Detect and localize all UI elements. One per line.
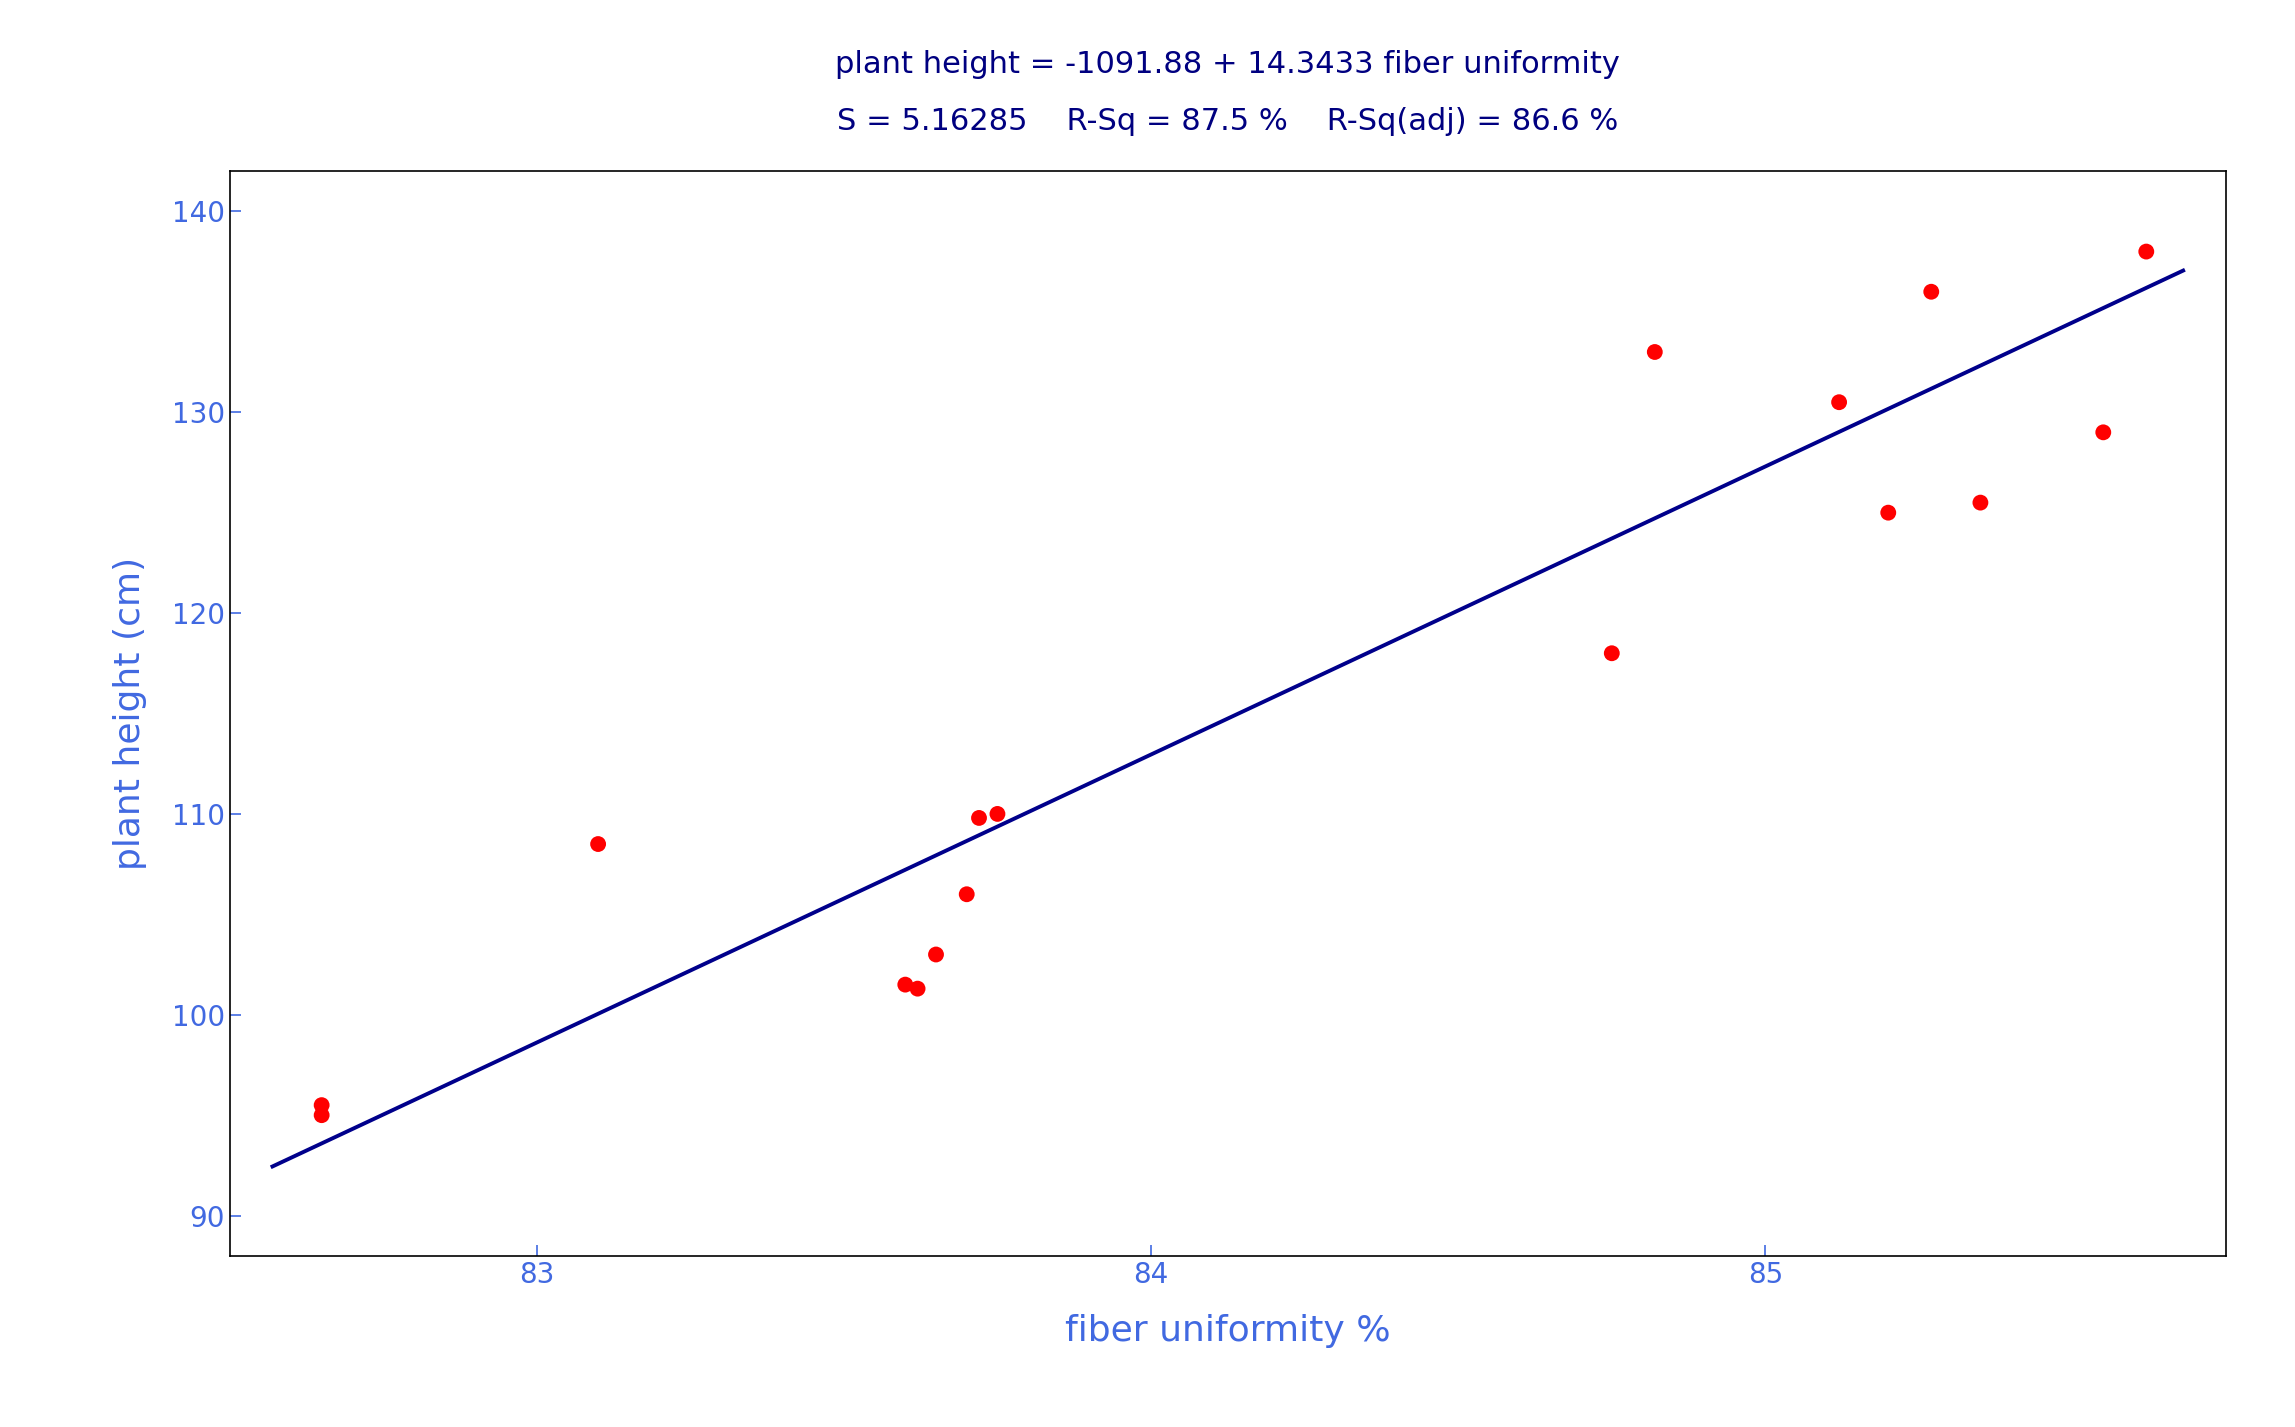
Point [980,802,1017,825]
Point [581,832,617,855]
Point [1962,491,1999,514]
Point [1636,341,1673,364]
Text: S = 5.16285    R-Sq = 87.5 %    R-Sq(adj) = 86.6 %: S = 5.16285 R-Sq = 87.5 % R-Sq(adj) = 86… [838,107,1618,136]
Point [1914,280,1951,303]
Point [948,883,985,906]
Point [900,977,936,1000]
Y-axis label: plant height (cm): plant height (cm) [112,557,147,870]
Point [886,973,923,996]
Point [1593,642,1629,665]
Point [1820,391,1857,414]
Point [918,943,955,966]
Point [962,806,998,829]
Point [1870,501,1907,524]
Point [2084,421,2121,444]
Text: plant height = -1091.88 + 14.3433 fiber uniformity: plant height = -1091.88 + 14.3433 fiber … [835,50,1620,78]
X-axis label: fiber uniformity %: fiber uniformity % [1065,1314,1391,1347]
Point [303,1103,340,1126]
Point [303,1093,340,1116]
Point [2127,240,2164,263]
